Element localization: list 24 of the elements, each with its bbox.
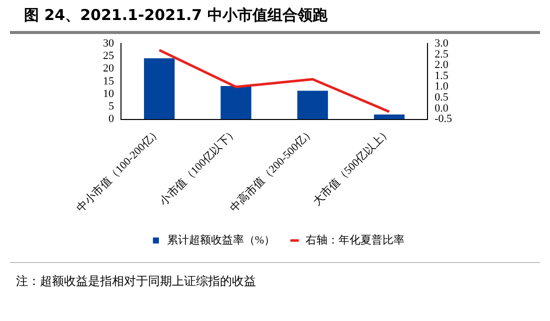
y2-tick-label: 2.0 xyxy=(434,59,449,72)
y-tick-label: 10 xyxy=(103,88,114,100)
y2-tick-label: 1.5 xyxy=(434,70,449,82)
y-tick-label: 5 xyxy=(108,100,114,113)
text: 注：超额收益是指相对于同期上证综指的收益 xyxy=(15,273,257,290)
y-tick-label: 25 xyxy=(103,50,114,62)
bar xyxy=(374,114,405,120)
x-tick-label: 大市值（500亿以上） xyxy=(310,124,394,208)
legend-label: 累计超额收益率（%） xyxy=(166,233,276,246)
legend-label: 右轴：年化夏普比率 xyxy=(306,233,405,246)
y2-tick-label: 0.5 xyxy=(434,92,449,104)
y-tick-label: 15 xyxy=(103,75,114,88)
bar xyxy=(220,86,252,120)
y2-tick-label: 0.0 xyxy=(434,102,449,114)
y2-tick-label: 1.0 xyxy=(434,80,449,93)
bar xyxy=(297,90,328,120)
bar xyxy=(144,58,175,120)
y-tick-label: 30 xyxy=(103,37,114,50)
y2-tick-label: 2.5 xyxy=(434,48,449,60)
chart-title: 图 24、2021.1-2021.7 中小市值组合领跑 xyxy=(10,0,540,34)
y-tick-label: 0 xyxy=(108,113,114,126)
y2-tick-label: 3.0 xyxy=(434,37,449,50)
y2-tick-label: -0.5 xyxy=(434,113,452,126)
y-tick-label: 20 xyxy=(103,62,114,75)
